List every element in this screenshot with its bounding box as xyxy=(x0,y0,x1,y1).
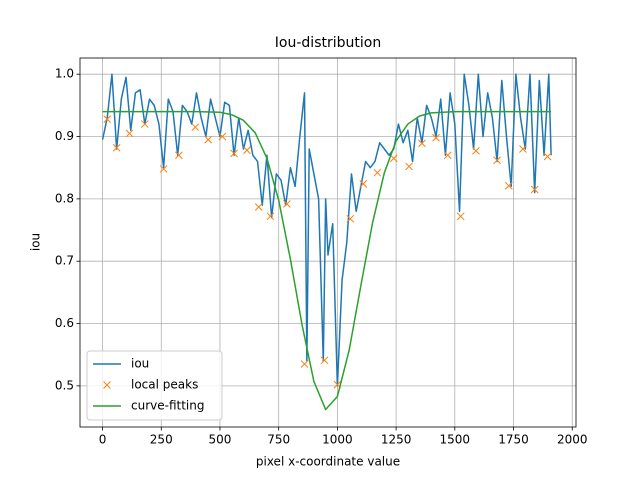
peak-marker xyxy=(159,165,168,173)
peak-marker xyxy=(443,151,452,160)
plot-area xyxy=(101,73,552,411)
peak-marker xyxy=(254,203,263,211)
axes-frame xyxy=(79,57,577,428)
peak-marker xyxy=(389,154,398,163)
peak-marker xyxy=(373,168,382,177)
chart-title: Iou-distribution xyxy=(275,35,381,51)
y-tick-label: 0.5 xyxy=(55,378,74,392)
x-tick-label: 750 xyxy=(267,433,290,447)
peak-marker xyxy=(530,185,539,194)
y-tick-label: 0.9 xyxy=(55,129,74,143)
legend-label: local peaks xyxy=(131,378,198,392)
peak-marker xyxy=(283,200,291,208)
series-line xyxy=(102,110,552,411)
y-axis-label: iou xyxy=(29,233,43,251)
x-axis-label: pixel x-coordinate value xyxy=(256,455,400,469)
peak-marker xyxy=(103,115,112,123)
peak-marker xyxy=(175,151,183,160)
peak-marker xyxy=(300,360,309,368)
peak-marker xyxy=(472,147,480,155)
x-tick-label: 0 xyxy=(99,433,107,447)
x-tick-label: 1250 xyxy=(381,433,412,447)
peak-marker xyxy=(359,180,368,188)
peak-marker xyxy=(191,123,200,132)
peak-marker xyxy=(418,139,426,148)
peak-marker xyxy=(493,156,501,165)
legend-marker xyxy=(103,381,111,389)
legend: iou local peaks curve-fitting xyxy=(86,350,223,421)
peak-marker xyxy=(125,129,134,138)
legend-box xyxy=(86,350,223,421)
peak-marker xyxy=(346,214,355,223)
x-tick-label: 500 xyxy=(209,433,232,447)
peak-marker xyxy=(204,135,213,144)
peak-marker xyxy=(320,356,329,365)
peak-marker xyxy=(543,152,552,161)
legend-label: curve-fitting xyxy=(131,399,204,413)
peak-marker xyxy=(405,162,413,171)
peak-marker xyxy=(230,149,238,158)
series-line xyxy=(101,73,552,387)
x-tick-label: 250 xyxy=(150,433,173,447)
y-tick-label: 0.8 xyxy=(55,191,74,205)
peak-marker xyxy=(243,146,251,155)
y-tick-label: 1.0 xyxy=(55,67,74,81)
x-tick-label: 1500 xyxy=(440,433,471,447)
peak-marker xyxy=(218,132,227,141)
peak-marker xyxy=(140,120,149,128)
x-tick-label: 2000 xyxy=(557,433,588,447)
peak-marker xyxy=(112,143,121,152)
y-tick-label: 0.6 xyxy=(55,316,74,330)
peak-marker xyxy=(456,212,465,221)
x-tick-label: 1750 xyxy=(498,433,529,447)
legend-label: iou xyxy=(131,357,149,371)
peak-marker xyxy=(266,212,275,221)
x-tick-label: 1000 xyxy=(322,433,353,447)
peak-marker xyxy=(519,145,527,153)
peak-marker xyxy=(504,181,513,190)
y-tick-label: 0.7 xyxy=(55,254,74,268)
peak-marker xyxy=(432,133,440,142)
